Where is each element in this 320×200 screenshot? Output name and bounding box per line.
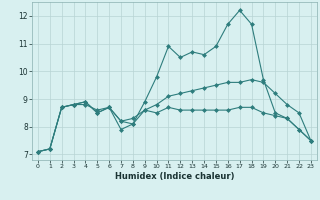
X-axis label: Humidex (Indice chaleur): Humidex (Indice chaleur) xyxy=(115,172,234,181)
